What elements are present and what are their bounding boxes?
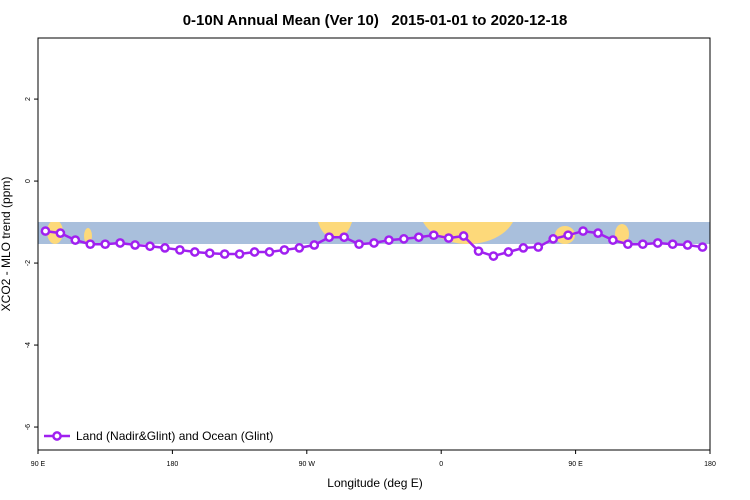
point	[548, 234, 559, 244]
legend-label: Land (Nadir&Glint) and Ocean (Glint)	[76, 429, 273, 443]
point	[608, 235, 618, 245]
point	[369, 238, 379, 248]
x-tick-label: 180	[167, 461, 179, 468]
point	[145, 241, 155, 252]
point	[473, 246, 484, 257]
point	[55, 228, 66, 238]
map-band	[38, 222, 710, 244]
point	[175, 245, 185, 255]
point	[219, 249, 230, 259]
point	[130, 240, 140, 250]
x-tick-label: 90 E	[568, 461, 583, 468]
point	[70, 235, 81, 245]
point	[623, 239, 633, 250]
point	[399, 234, 409, 244]
point	[637, 239, 648, 250]
chart-title: 0-10N Annual Mean (Ver 10) 2015-01-01 to…	[183, 12, 568, 29]
point	[249, 247, 260, 257]
x-tick-label: 90 W	[299, 461, 316, 468]
y-axis-label: XCO2 - MLO trend (ppm)	[0, 177, 13, 312]
point	[578, 226, 588, 236]
plot-frame	[37, 37, 711, 451]
x-axis-label: Longitude (deg E)	[327, 476, 422, 490]
point	[160, 243, 170, 253]
point	[443, 233, 454, 243]
point	[533, 242, 544, 252]
point	[339, 232, 349, 243]
point	[204, 248, 215, 259]
point	[234, 249, 245, 259]
y-tick-label: -2	[25, 260, 32, 266]
point	[85, 239, 96, 250]
point	[279, 245, 290, 255]
point	[682, 240, 693, 250]
y-tick-label: 2	[25, 97, 32, 101]
point	[115, 238, 125, 248]
point	[667, 239, 678, 250]
x-tick-label: 0	[439, 461, 443, 468]
point	[593, 228, 603, 238]
x-tick-label: 90 E	[31, 461, 46, 468]
point	[428, 230, 439, 241]
point	[264, 247, 275, 257]
point	[697, 242, 708, 252]
point	[563, 230, 573, 241]
point	[354, 239, 364, 250]
point	[518, 243, 529, 253]
point	[384, 235, 394, 245]
y-tick-label: -4	[25, 342, 32, 348]
point	[40, 226, 51, 236]
point	[324, 232, 335, 243]
point	[652, 238, 663, 248]
point	[458, 231, 469, 241]
point	[413, 232, 424, 243]
point	[294, 243, 305, 253]
point	[189, 247, 200, 257]
point	[100, 239, 111, 250]
legend-marker	[52, 431, 62, 441]
y-tick-label: -6	[25, 424, 32, 430]
x-tick-label: 180	[704, 461, 716, 468]
point	[503, 247, 514, 257]
point	[309, 240, 320, 250]
y-tick-label: 0	[25, 179, 32, 183]
point	[488, 251, 499, 261]
